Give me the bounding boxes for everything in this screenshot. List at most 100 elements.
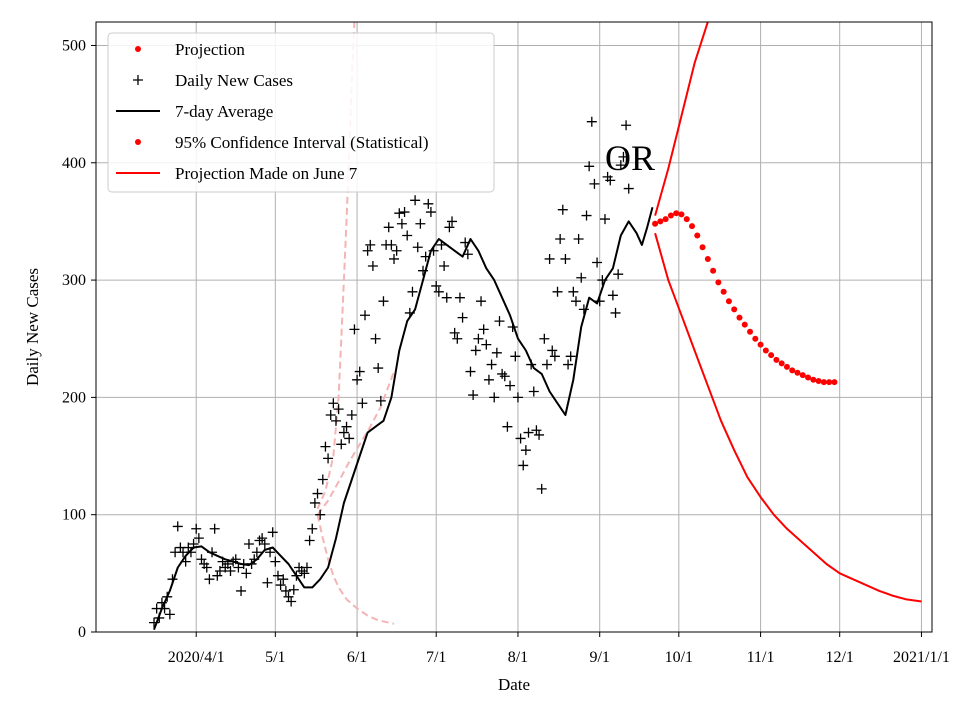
daily-case-marker (499, 371, 510, 382)
daily-case-marker (420, 251, 431, 262)
daily-case-marker (270, 556, 281, 567)
y-tick-label: 300 (62, 272, 86, 289)
daily-case-marker (204, 574, 215, 585)
daily-case-marker (547, 345, 558, 356)
daily-case-marker (230, 554, 241, 565)
daily-case-marker (549, 351, 560, 362)
daily-case-marker (359, 310, 370, 321)
daily-case-marker (154, 612, 165, 623)
legend-entry-projection-made-on-june-7: Projection Made on June 7 (116, 164, 358, 183)
legend-entry-projection: Projection (135, 40, 245, 59)
daily-case-marker (563, 359, 574, 370)
x-tick-label: 2020/4/1 (168, 649, 225, 666)
daily-case-marker (447, 216, 458, 227)
daily-case-marker (164, 609, 175, 620)
daily-case-marker (425, 207, 436, 218)
daily-case-marker (399, 207, 410, 218)
series-line (654, 22, 709, 216)
daily-case-marker (605, 175, 616, 186)
legend-plus-marker (133, 75, 143, 85)
daily-case-marker (257, 533, 268, 544)
daily-case-marker (592, 257, 603, 268)
daily-case-marker (428, 245, 439, 256)
daily-case-marker (505, 380, 516, 391)
daily-case-marker (246, 558, 257, 569)
projection-point (826, 379, 833, 386)
daily-case-marker (462, 249, 473, 260)
daily-case-marker (573, 234, 584, 245)
projection-point (815, 377, 822, 384)
daily-case-marker (610, 307, 621, 318)
plot-area (149, 22, 922, 631)
legend-entry-daily-new-cases: Daily New Cases (133, 71, 293, 90)
series-early-projection-band-lower (316, 514, 395, 625)
daily-case-marker (367, 261, 378, 271)
daily-case-marker (185, 547, 196, 558)
daily-case-marker (280, 585, 291, 596)
daily-case-marker (539, 333, 550, 344)
daily-case-marker (507, 322, 518, 332)
daily-case-marker (541, 359, 552, 370)
x-tick-label: 9/1 (589, 649, 609, 666)
daily-case-marker (515, 433, 526, 444)
daily-case-marker (375, 395, 386, 406)
daily-case-marker (460, 237, 471, 248)
projection-point (778, 360, 785, 367)
projection-point (741, 321, 748, 328)
daily-case-marker (560, 253, 571, 264)
daily-case-marker (441, 292, 452, 303)
daily-case-marker (386, 239, 397, 250)
daily-case-marker (159, 603, 170, 614)
legend-label: Projection Made on June 7 (175, 164, 358, 183)
daily-case-marker (597, 275, 608, 286)
daily-case-marker (512, 392, 523, 403)
daily-case-marker (320, 441, 331, 452)
daily-case-marker (523, 427, 534, 438)
daily-case-marker (254, 535, 265, 546)
projection-point (736, 314, 743, 321)
axis-ticks: 2020/4/1 5/1 6/1 7/1 8/1 9/1 10/1 11/1 12/1 2021/… (62, 37, 950, 666)
projection-point (799, 372, 806, 379)
daily-case-marker (336, 439, 347, 450)
daily-case-marker (618, 151, 629, 162)
x-tick-label: 2021/1/1 (893, 649, 950, 666)
projection-point (747, 328, 754, 335)
daily-case-marker (251, 547, 262, 558)
daily-case-marker (402, 230, 413, 241)
daily-case-marker (389, 253, 400, 264)
legend-label: Projection (175, 40, 245, 59)
projection-point (673, 210, 680, 217)
daily-case-marker (212, 570, 223, 581)
daily-case-marker (526, 359, 537, 370)
daily-case-marker (214, 566, 225, 576)
series-projection-made-on-june-7-upper (654, 22, 709, 216)
daily-case-marker (362, 245, 373, 256)
projection-point (699, 244, 706, 251)
y-tick-label: 500 (62, 37, 86, 54)
daily-case-marker (312, 488, 323, 499)
daily-case-marker (167, 574, 178, 585)
daily-case-marker (209, 523, 220, 534)
daily-case-marker (557, 204, 568, 215)
x-tick-label: 11/1 (747, 649, 775, 666)
daily-case-marker (497, 368, 508, 379)
daily-case-marker (338, 427, 349, 438)
daily-case-marker (476, 296, 487, 307)
projection-point (762, 347, 769, 354)
daily-case-marker (288, 584, 299, 595)
legend-dot-marker (135, 139, 141, 145)
daily-case-marker (217, 556, 228, 567)
projection-point (667, 212, 674, 219)
daily-case-marker (412, 242, 423, 253)
daily-case-marker (391, 245, 402, 256)
daily-case-marker (228, 556, 239, 567)
series-line (316, 371, 395, 516)
daily-case-marker (396, 218, 407, 229)
projection-point (820, 379, 827, 386)
daily-case-marker (373, 363, 384, 374)
daily-case-marker (325, 409, 336, 420)
daily-case-marker (473, 333, 484, 344)
projection-point (704, 255, 711, 262)
daily-case-marker (510, 351, 521, 362)
y-tick-label: 200 (62, 389, 86, 406)
